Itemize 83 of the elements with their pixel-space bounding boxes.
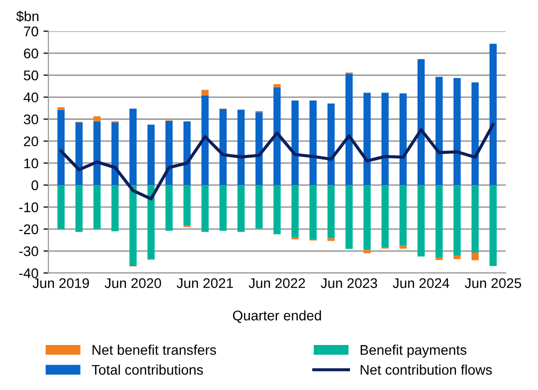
bar <box>273 185 281 234</box>
bar <box>237 110 245 186</box>
bar <box>165 120 173 186</box>
bar <box>436 76 443 186</box>
y-tick-label: -10 <box>19 202 38 212</box>
bar <box>472 82 479 186</box>
y-tick-label: 10 <box>24 158 38 168</box>
bar <box>147 185 155 260</box>
y-tick-label: 30 <box>24 114 38 124</box>
bar <box>255 185 263 229</box>
bar <box>93 121 101 186</box>
bar <box>381 92 389 186</box>
bar <box>129 185 137 266</box>
x-axis-title: Quarter ended <box>232 310 321 323</box>
bar <box>147 124 155 186</box>
x-tick-label: Jun 2021 <box>176 278 233 288</box>
bar <box>436 185 443 258</box>
bar <box>273 87 281 186</box>
legend-label: Benefit payments <box>360 344 466 358</box>
bar <box>291 185 299 238</box>
bar <box>363 92 371 186</box>
bar <box>111 185 119 232</box>
y-tick-label: 70 <box>24 26 38 36</box>
bar <box>219 109 227 186</box>
bar <box>309 185 317 240</box>
legend-label: Net contribution flows <box>360 364 492 375</box>
bar <box>111 122 119 186</box>
y-tick-label: 60 <box>24 48 38 58</box>
bar <box>201 90 209 96</box>
bar <box>201 95 209 186</box>
x-tick-label: Jun 2019 <box>32 278 89 288</box>
bar <box>75 185 83 232</box>
bar <box>490 44 497 186</box>
bar <box>57 110 65 186</box>
bar <box>273 84 281 88</box>
bar <box>291 100 299 186</box>
bar <box>237 185 245 232</box>
bar <box>183 121 191 186</box>
bar <box>219 185 227 231</box>
bar <box>327 238 335 241</box>
bar <box>345 185 353 249</box>
y-tick-label: 20 <box>24 136 38 146</box>
bar <box>454 185 461 256</box>
bar <box>399 246 407 249</box>
bar <box>363 185 371 250</box>
x-tick-label: Jun 2022 <box>248 278 305 288</box>
bar <box>327 104 335 186</box>
bar <box>327 185 335 238</box>
bar <box>399 185 407 246</box>
x-tick-label: Jun 2024 <box>392 278 450 288</box>
x-tick-label: Jun 2023 <box>320 278 378 288</box>
bar <box>57 185 65 230</box>
bar <box>490 185 497 266</box>
bar <box>183 185 191 226</box>
bar <box>472 252 479 260</box>
y-tick-label: -40 <box>19 268 38 278</box>
bar <box>93 116 101 122</box>
bar <box>381 185 389 248</box>
bar <box>454 78 461 186</box>
y-tick-label: -20 <box>19 224 38 234</box>
bar <box>345 74 353 186</box>
y-tick-label: 0 <box>32 180 38 190</box>
bar <box>309 100 317 186</box>
bar <box>129 108 137 186</box>
legend-label: Net benefit transfers <box>92 344 216 355</box>
bar <box>93 185 101 230</box>
y-tick-label: -30 <box>19 246 38 256</box>
y-tick-label: 40 <box>24 92 38 102</box>
bar <box>255 112 263 186</box>
bar <box>201 185 209 232</box>
bar <box>418 185 425 257</box>
x-tick-label: Jun 2020 <box>104 278 162 288</box>
bar <box>57 107 65 110</box>
x-tick-label: Jun 2025 <box>464 278 522 288</box>
bar <box>165 185 173 231</box>
legend-label: Total contributions <box>92 364 203 375</box>
bar <box>418 59 425 186</box>
y-axis-title: $bn <box>16 10 38 22</box>
bar <box>472 185 479 253</box>
line-series <box>59 122 495 200</box>
bar <box>399 93 407 186</box>
y-tick-label: 50 <box>24 70 38 80</box>
bar <box>75 122 83 186</box>
